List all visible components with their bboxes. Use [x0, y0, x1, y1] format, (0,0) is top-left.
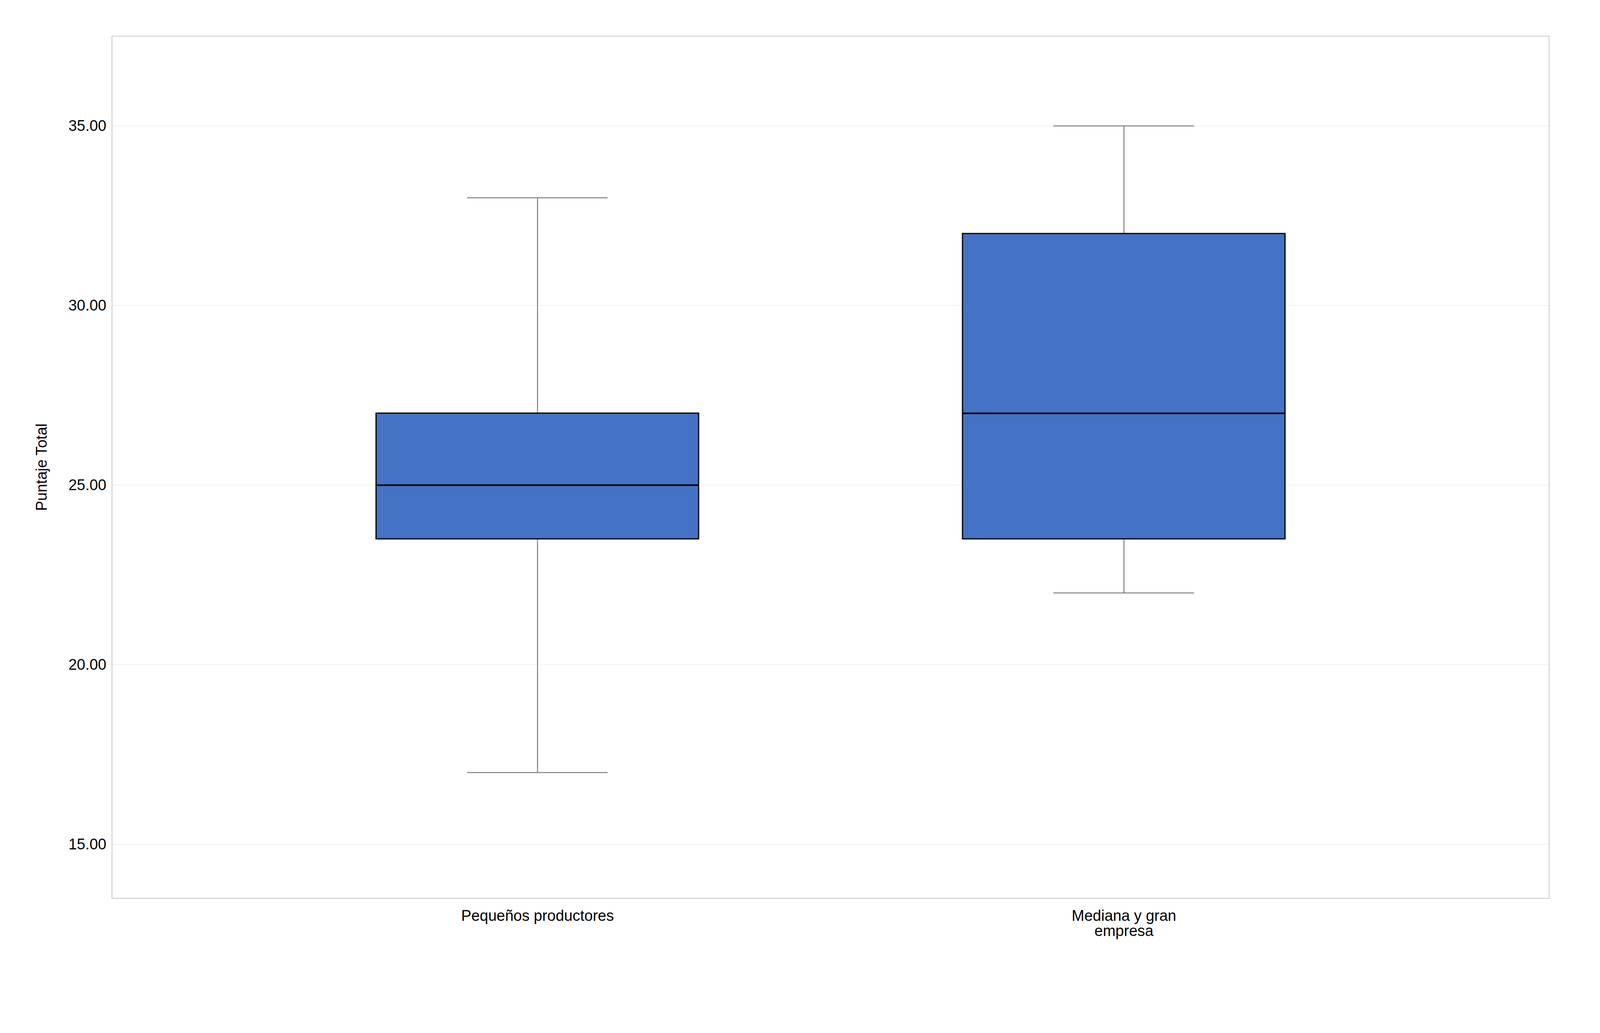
svg-text:15.00: 15.00: [68, 835, 107, 853]
svg-text:Mediana y granempresa: Mediana y granempresa: [1071, 907, 1177, 940]
svg-text:Pequeños productores: Pequeños productores: [461, 907, 614, 925]
svg-text:25.00: 25.00: [68, 476, 107, 494]
svg-text:35.00: 35.00: [68, 117, 107, 135]
svg-text:30.00: 30.00: [68, 297, 107, 314]
svg-text:20.00: 20.00: [68, 656, 107, 674]
svg-text:Puntaje Total: Puntaje Total: [33, 423, 50, 511]
